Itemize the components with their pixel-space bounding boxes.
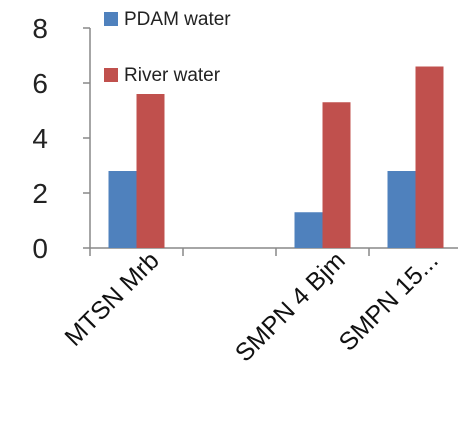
- y-tick-label: 6: [32, 68, 48, 99]
- bar-river-water: [322, 102, 351, 248]
- bar-pdam-water: [294, 212, 323, 248]
- legend-swatch: [104, 68, 118, 82]
- legend-label: River water: [124, 65, 221, 86]
- bars: [108, 66, 444, 248]
- x-category-label: SMPN 4 Bjm: [230, 246, 351, 367]
- bar-river-water: [415, 66, 444, 248]
- y-tick-label: 2: [32, 178, 48, 209]
- y-tick-label: 4: [32, 123, 48, 154]
- legend-swatch: [104, 12, 118, 26]
- legend: PDAM water River water: [96, 9, 278, 86]
- y-tick-labels: 0 2 4 6 8: [32, 13, 48, 264]
- y-tick-label: 8: [32, 13, 48, 44]
- y-tick-label: 0: [32, 233, 48, 264]
- x-category-label: MTSN Mrb: [60, 246, 165, 351]
- legend-box: [96, 18, 278, 78]
- bar-river-water: [136, 94, 165, 248]
- bar-pdam-water: [108, 171, 137, 248]
- x-category-label: SMPN 15...: [334, 246, 444, 356]
- legend-label: PDAM water: [124, 9, 231, 30]
- bar-pdam-water: [387, 171, 416, 248]
